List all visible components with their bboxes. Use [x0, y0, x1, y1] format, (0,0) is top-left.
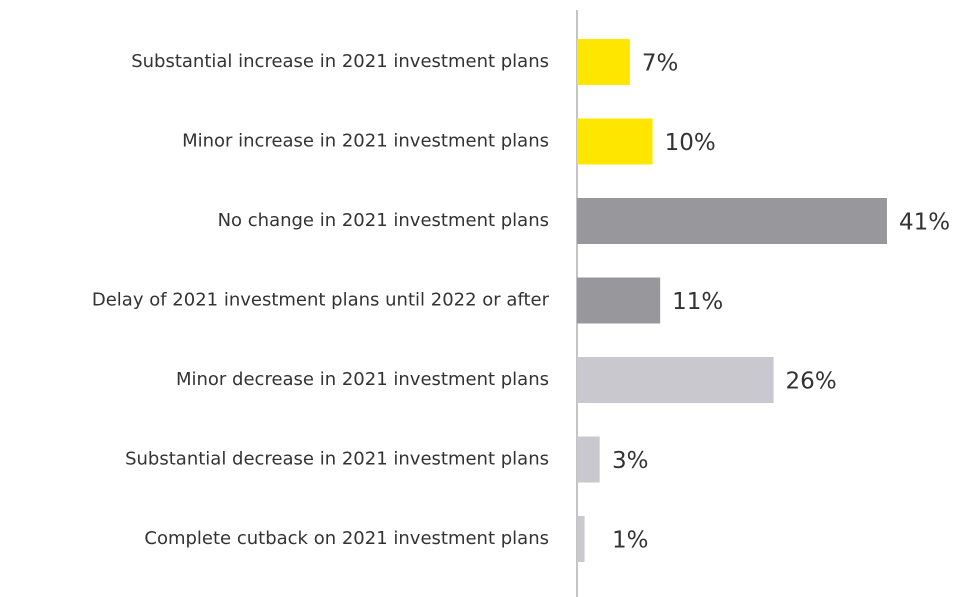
category-label: Substantial increase in 2021 investment … [131, 51, 549, 72]
category-label: Delay of 2021 investment plans until 202… [92, 290, 550, 311]
value-label: 3% [612, 448, 649, 474]
bar [577, 516, 585, 562]
bar [577, 118, 653, 165]
category-label: No change in 2021 investment plans [218, 210, 549, 231]
value-label: 1% [612, 528, 649, 554]
value-label: 7% [642, 51, 679, 77]
category-label: Minor decrease in 2021 investment plans [176, 369, 549, 390]
category-label: Substantial decrease in 2021 investment … [125, 449, 549, 470]
bar [577, 357, 774, 403]
bar [577, 277, 661, 324]
bar [577, 436, 600, 483]
value-label: 41% [899, 210, 950, 236]
value-label: 11% [672, 289, 723, 315]
category-label: Complete cutback on 2021 investment plan… [144, 528, 549, 549]
bar [577, 39, 630, 85]
category-label: Minor increase in 2021 investment plans [182, 131, 549, 152]
bar [577, 198, 887, 244]
value-label: 10% [665, 130, 716, 156]
value-label: 26% [786, 369, 837, 395]
